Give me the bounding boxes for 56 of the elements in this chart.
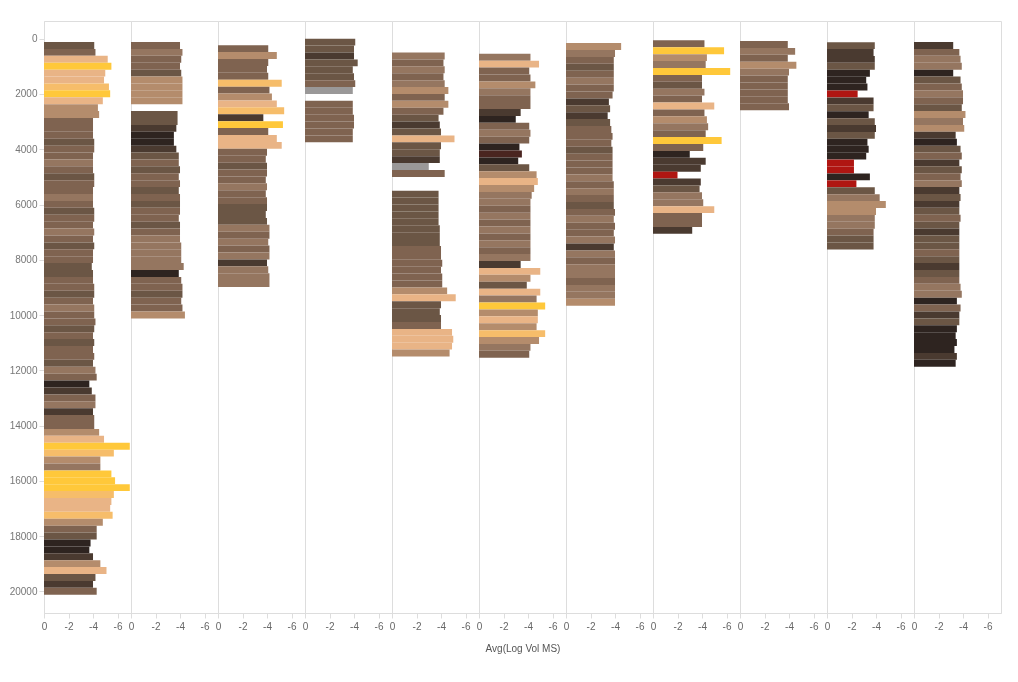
x-tick-label: -4 — [89, 620, 99, 632]
x-tick-label: 0 — [302, 620, 309, 632]
x-tick-label: -6 — [809, 620, 819, 632]
x-tick-label: 0 — [563, 620, 570, 632]
x-tick-label: -6 — [983, 620, 993, 632]
x-tick-label: 0 — [476, 620, 483, 632]
x-tick-label: -6 — [896, 620, 906, 632]
x-tick-label: -4 — [959, 620, 969, 632]
x-tick-label: -6 — [548, 620, 558, 632]
y-tick-label: 14000 — [9, 420, 38, 432]
y-tick-label: 8000 — [15, 254, 38, 266]
x-tick-label: -2 — [847, 620, 857, 632]
y-tick-label: 20000 — [9, 585, 38, 597]
y-tick-label: 12000 — [9, 364, 38, 376]
x-tick-label: -2 — [499, 620, 509, 632]
x-tick-label: 0 — [737, 620, 744, 632]
x-tick-label: -4 — [698, 620, 708, 632]
x-tick-label: -4 — [350, 620, 360, 632]
x-tick-label: 0 — [41, 620, 48, 632]
x-axis-title: Avg(Log Vol MS) — [485, 642, 561, 654]
x-tick-label: -4 — [263, 620, 273, 632]
x-tick-label: 0 — [128, 620, 135, 632]
x-tick-label: 0 — [911, 620, 918, 632]
x-tick-label: -6 — [461, 620, 471, 632]
x-tick-label: -4 — [611, 620, 621, 632]
x-tick-label: -2 — [586, 620, 596, 632]
y-tick-label: 6000 — [15, 199, 38, 211]
x-tick-label: -2 — [151, 620, 161, 632]
x-tick-label: -2 — [64, 620, 74, 632]
x-tick-label: -6 — [635, 620, 645, 632]
x-tick-label: -6 — [722, 620, 732, 632]
y-tick-label: 0 — [31, 33, 38, 45]
y-tick-label: 2000 — [15, 88, 38, 100]
x-tick-label: -6 — [374, 620, 384, 632]
x-tick-label: -4 — [872, 620, 882, 632]
x-tick-label: 0 — [215, 620, 222, 632]
y-tick-label: 18000 — [9, 530, 38, 542]
x-tick-label: -2 — [412, 620, 422, 632]
x-tick-label: -6 — [113, 620, 123, 632]
x-tick-label: 0 — [650, 620, 657, 632]
x-tick-label: -2 — [325, 620, 335, 632]
x-tick-label: -6 — [200, 620, 210, 632]
x-tick-label: -4 — [785, 620, 795, 632]
x-tick-label: 0 — [824, 620, 831, 632]
x-tick-label: -6 — [287, 620, 297, 632]
x-tick-label: -2 — [238, 620, 248, 632]
y-tick-label: 4000 — [15, 143, 38, 155]
x-tick-label: -4 — [524, 620, 534, 632]
x-tick-label: 0 — [389, 620, 396, 632]
x-tick-label: -2 — [673, 620, 683, 632]
y-tick-label: 10000 — [9, 309, 38, 321]
x-tick-label: -2 — [760, 620, 770, 632]
x-tick-label: -4 — [437, 620, 447, 632]
y-tick-label: 16000 — [9, 475, 38, 487]
x-tick-label: -2 — [934, 620, 944, 632]
x-tick-label: -4 — [176, 620, 186, 632]
